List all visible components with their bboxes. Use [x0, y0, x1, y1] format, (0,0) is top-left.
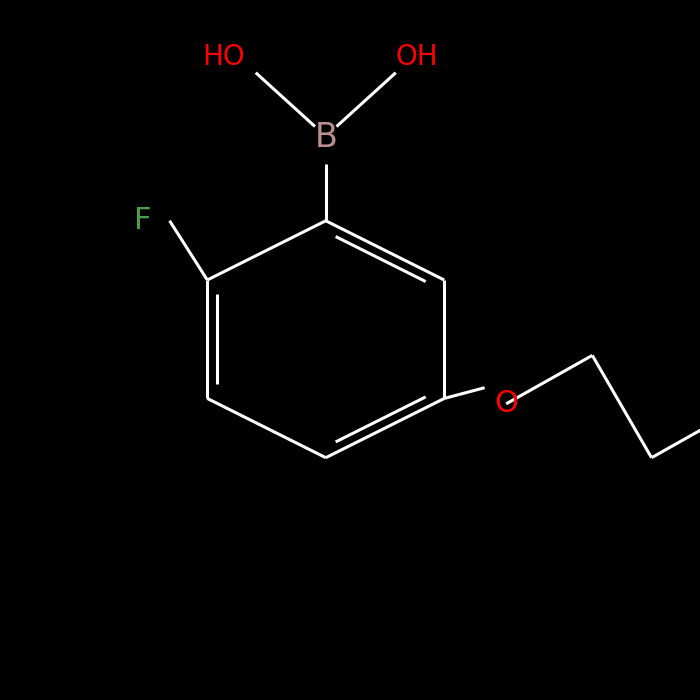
Text: O: O [494, 389, 518, 419]
Text: B: B [314, 121, 337, 154]
Text: F: F [134, 206, 151, 235]
Text: OH: OH [396, 43, 439, 71]
Text: HO: HO [202, 43, 245, 71]
